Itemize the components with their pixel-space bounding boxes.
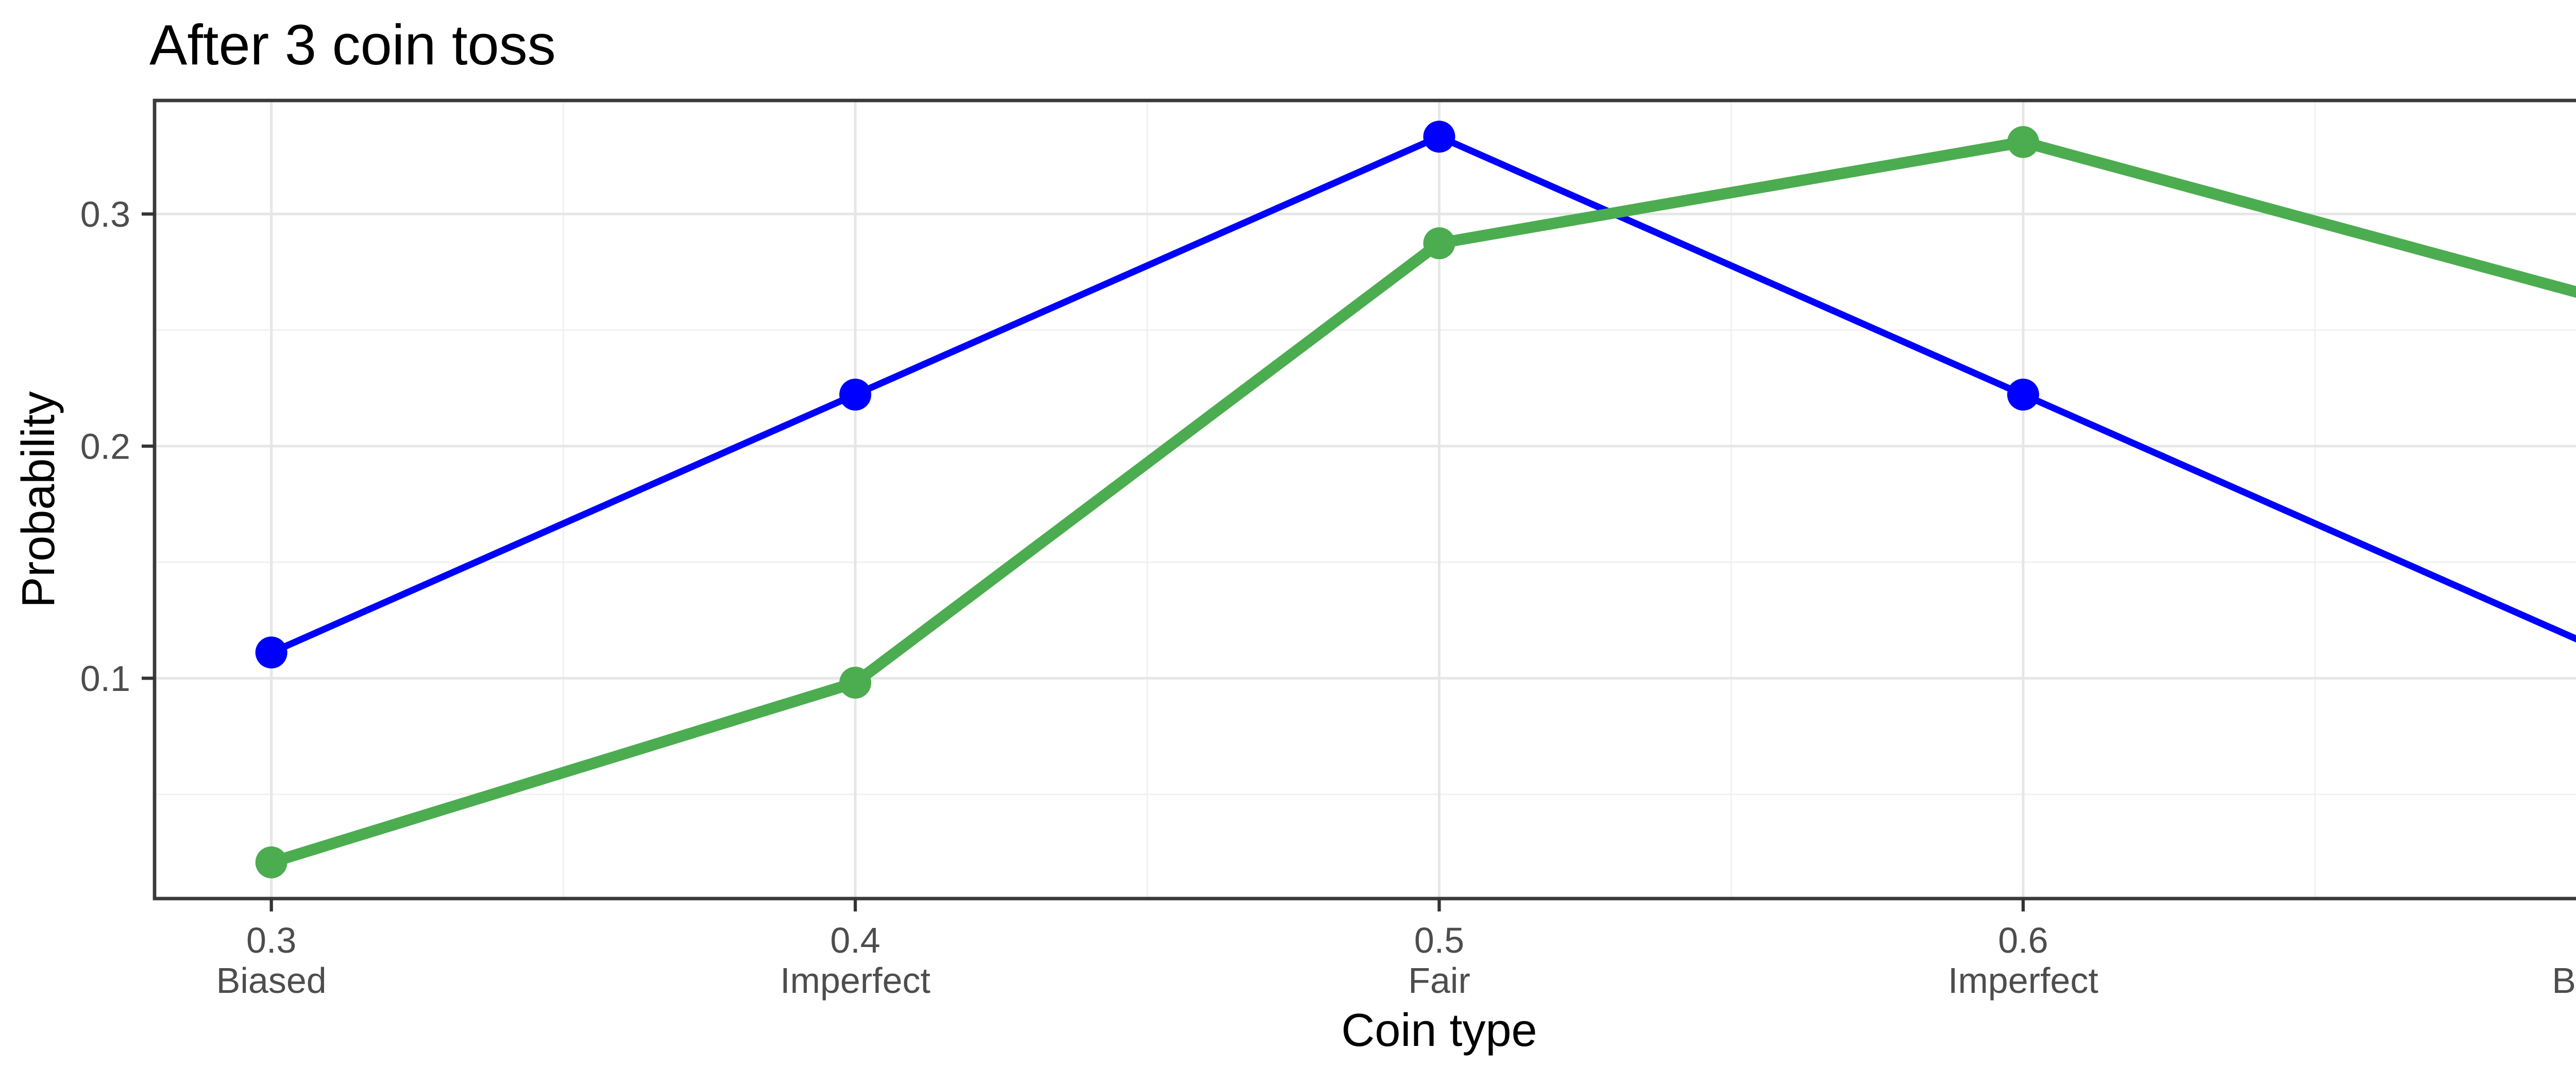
x-tick-label-category: Biased — [216, 960, 327, 1001]
posterior-point — [1423, 227, 1455, 260]
posterior-point — [255, 846, 287, 878]
axis-ticks — [142, 212, 2025, 911]
grid-major-lines — [155, 100, 2576, 899]
prior-point — [2007, 378, 2039, 411]
y-tick-label: 0.1 — [80, 658, 130, 699]
posterior-point — [839, 666, 872, 699]
prior-point — [839, 378, 872, 411]
y-tick-label: 0.2 — [80, 426, 130, 466]
chart-title: After 3 coin toss — [149, 13, 556, 77]
x-tick-label-value: 0.4 — [830, 920, 880, 960]
x-tick-label-value: 0.6 — [1998, 920, 2048, 960]
y-axis-title: Probability — [13, 391, 64, 607]
x-tick-label-category: Imperfect — [1948, 960, 2098, 1001]
data-series-layer — [255, 121, 2576, 878]
x-axis-title: Coin type — [1341, 1005, 1537, 1056]
x-tick-label-category: Biased — [2552, 960, 2576, 1001]
panel-background — [155, 100, 2576, 899]
prior-point — [1423, 121, 1455, 153]
x-tick-label-value: 0.3 — [246, 920, 296, 960]
x-tick-label-category: Imperfect — [780, 960, 930, 1001]
x-tick-label-value: 0.5 — [1414, 920, 1464, 960]
posterior-point — [2007, 126, 2039, 158]
y-tick-label: 0.3 — [80, 194, 130, 234]
x-tick-label-category: Fair — [1408, 960, 1470, 1001]
y-axis-tick-labels: 0.1 0.2 0.3 — [80, 194, 130, 699]
plot-panel — [155, 100, 2576, 899]
prior-point — [255, 636, 287, 669]
x-axis-tick-labels: 0.3Biased0.4Imperfect0.5Fair0.6Imperfect… — [216, 920, 2576, 1001]
